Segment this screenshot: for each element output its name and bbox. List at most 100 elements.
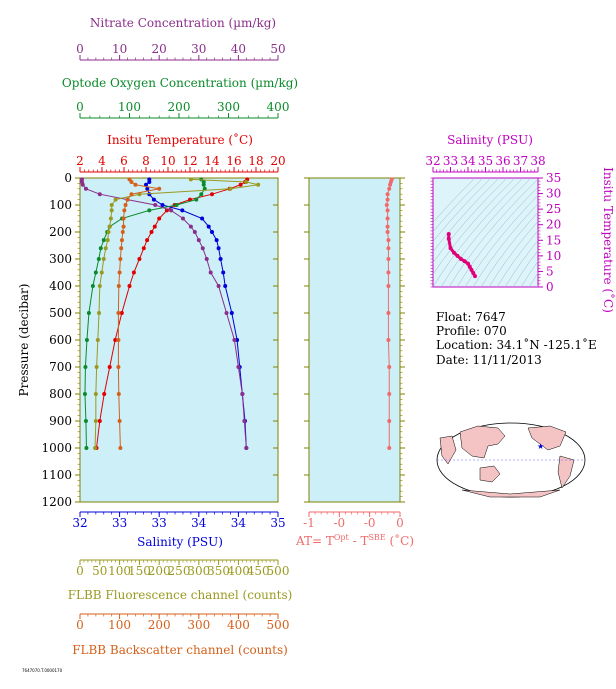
- pressure-tick-label: 700: [49, 360, 72, 374]
- profile-series-point: [149, 230, 154, 234]
- profile-series-point: [199, 192, 204, 197]
- fluorescence-axis-tick-label: 500: [267, 564, 290, 578]
- salinity-axis-tick-label: 33: [152, 516, 167, 530]
- profile-series-point: [200, 246, 205, 251]
- profile-series-point: [131, 270, 136, 275]
- at-series-point: [385, 216, 390, 221]
- backscatter-axis-tick-label: 500: [267, 618, 290, 632]
- profile-series-point: [141, 246, 146, 251]
- profile-series-point: [232, 338, 237, 342]
- ts-series-point: [448, 246, 453, 251]
- profile-series-point: [82, 392, 87, 396]
- temperature-axis-title: Insitu Temperature (˚C): [107, 132, 253, 147]
- profile-series-point: [84, 338, 89, 342]
- ts-temperature-tick-label: 25: [546, 202, 561, 216]
- profile-series-point: [113, 338, 118, 342]
- profile-series-point: [129, 180, 134, 185]
- temperature-axis-tick-label: 10: [160, 154, 175, 168]
- at-series-line: [386, 179, 393, 448]
- fluorescence-axis-tick-label: 400: [227, 564, 250, 578]
- profile-series-point: [157, 216, 162, 221]
- profile-series-line: [94, 178, 259, 449]
- profile-label: Profile: 070: [436, 324, 507, 338]
- profile-series-point: [119, 246, 124, 251]
- ts-density-contour: [512, 250, 538, 287]
- ts-salinity-axis: 32 33 34 35 36 37 38: [425, 154, 546, 173]
- profile-series-point: [118, 446, 123, 450]
- profile-series-point: [94, 365, 99, 369]
- salinity-axis-tick-label: 33: [112, 516, 127, 530]
- ts-series-point: [459, 256, 463, 261]
- profile-series-line: [84, 179, 206, 449]
- map-land-asia: [459, 425, 506, 459]
- profile-series-point: [97, 311, 102, 315]
- ts-temperature-tick-label: 0: [546, 280, 554, 294]
- profile-series-point: [118, 257, 123, 261]
- temperature-axis-tick-label: 6: [120, 154, 128, 168]
- fluorescence-axis-tick-label: 0: [76, 564, 84, 578]
- profile-series-point: [103, 246, 108, 251]
- fluorescence-axis-tick-label: 300: [187, 564, 210, 578]
- at-series-point: [387, 365, 392, 369]
- at-axis: -1 -0 -0 0: [303, 511, 404, 530]
- profile-series-point: [108, 216, 113, 221]
- map-land-northamerica: [527, 425, 567, 451]
- profile-series-point: [97, 419, 102, 423]
- oxygen-axis-tick-label: 400: [267, 100, 290, 114]
- ts-salinity-axis-tick-label: 38: [530, 154, 545, 168]
- salinity-axis-tick-label: 32: [72, 516, 87, 530]
- ts-density-contour: [496, 230, 538, 287]
- fluorescence-axis-tick-label: 450: [247, 564, 270, 578]
- temperature-axis-tick-label: 12: [182, 154, 197, 168]
- profile-series-point: [244, 446, 249, 450]
- profile-series-point: [80, 182, 85, 187]
- at-series-point: [385, 224, 390, 229]
- profile-series-point: [90, 284, 95, 288]
- at-series-point: [387, 419, 392, 423]
- profile-series-point: [192, 230, 197, 234]
- ts-series-point: [469, 267, 474, 272]
- pressure-tick-label: 1200: [41, 495, 72, 509]
- profile-series-point: [147, 180, 152, 185]
- profile-series-point: [106, 230, 111, 234]
- fluorescence-axis-tick-label: 100: [108, 564, 131, 578]
- profile-series-point: [121, 224, 126, 229]
- backscatter-axis-title: FLBB Backscatter channel (counts): [72, 643, 288, 657]
- pressure-axis: 0 100 200 300 400 500 600 700 800 900 1000 1100 1200: [41, 171, 405, 509]
- at-series-point: [385, 230, 390, 234]
- temperature-axis-tick-label: 18: [248, 154, 263, 168]
- profile-series-point: [145, 238, 150, 243]
- nitrate-axis-tick-label: 10: [112, 42, 127, 56]
- ts-density-contour: [504, 239, 538, 287]
- profile-series-point: [240, 392, 245, 396]
- profile-series-point: [244, 180, 249, 185]
- salinity-axis: 32 33 33 34 34 35: [72, 511, 286, 530]
- profile-series-point: [105, 238, 110, 243]
- profile-series-point: [147, 192, 152, 197]
- at-series-point: [386, 257, 391, 261]
- profile-series-point: [206, 224, 211, 229]
- profile-series-line: [96, 179, 248, 449]
- ts-density-contour: [480, 211, 538, 287]
- profile-series-point: [109, 203, 114, 207]
- at-series-point: [386, 246, 391, 251]
- ts-salinity-axis-tick-label: 32: [425, 154, 440, 168]
- profile-series-point: [224, 311, 229, 315]
- profile-series-point: [236, 365, 241, 369]
- ts-temperature-tick-label: 20: [546, 218, 561, 232]
- profile-series-point: [194, 197, 199, 202]
- ts-density-contour: [464, 194, 538, 287]
- profile-series-point: [157, 186, 162, 191]
- profile-series-point: [196, 238, 201, 243]
- oxygen-axis-tick-label: 0: [76, 100, 84, 114]
- world-map: ★: [436, 422, 586, 498]
- at-series: [384, 177, 394, 450]
- backscatter-axis-tick-label: 0: [76, 618, 84, 632]
- profile-series-point: [208, 270, 213, 275]
- profile-series-point: [216, 284, 221, 288]
- profile-series-point: [214, 238, 219, 243]
- salinity-axis-tick-label: 35: [270, 516, 285, 530]
- at-series-point: [385, 208, 390, 213]
- ts-density-contour: [528, 272, 538, 287]
